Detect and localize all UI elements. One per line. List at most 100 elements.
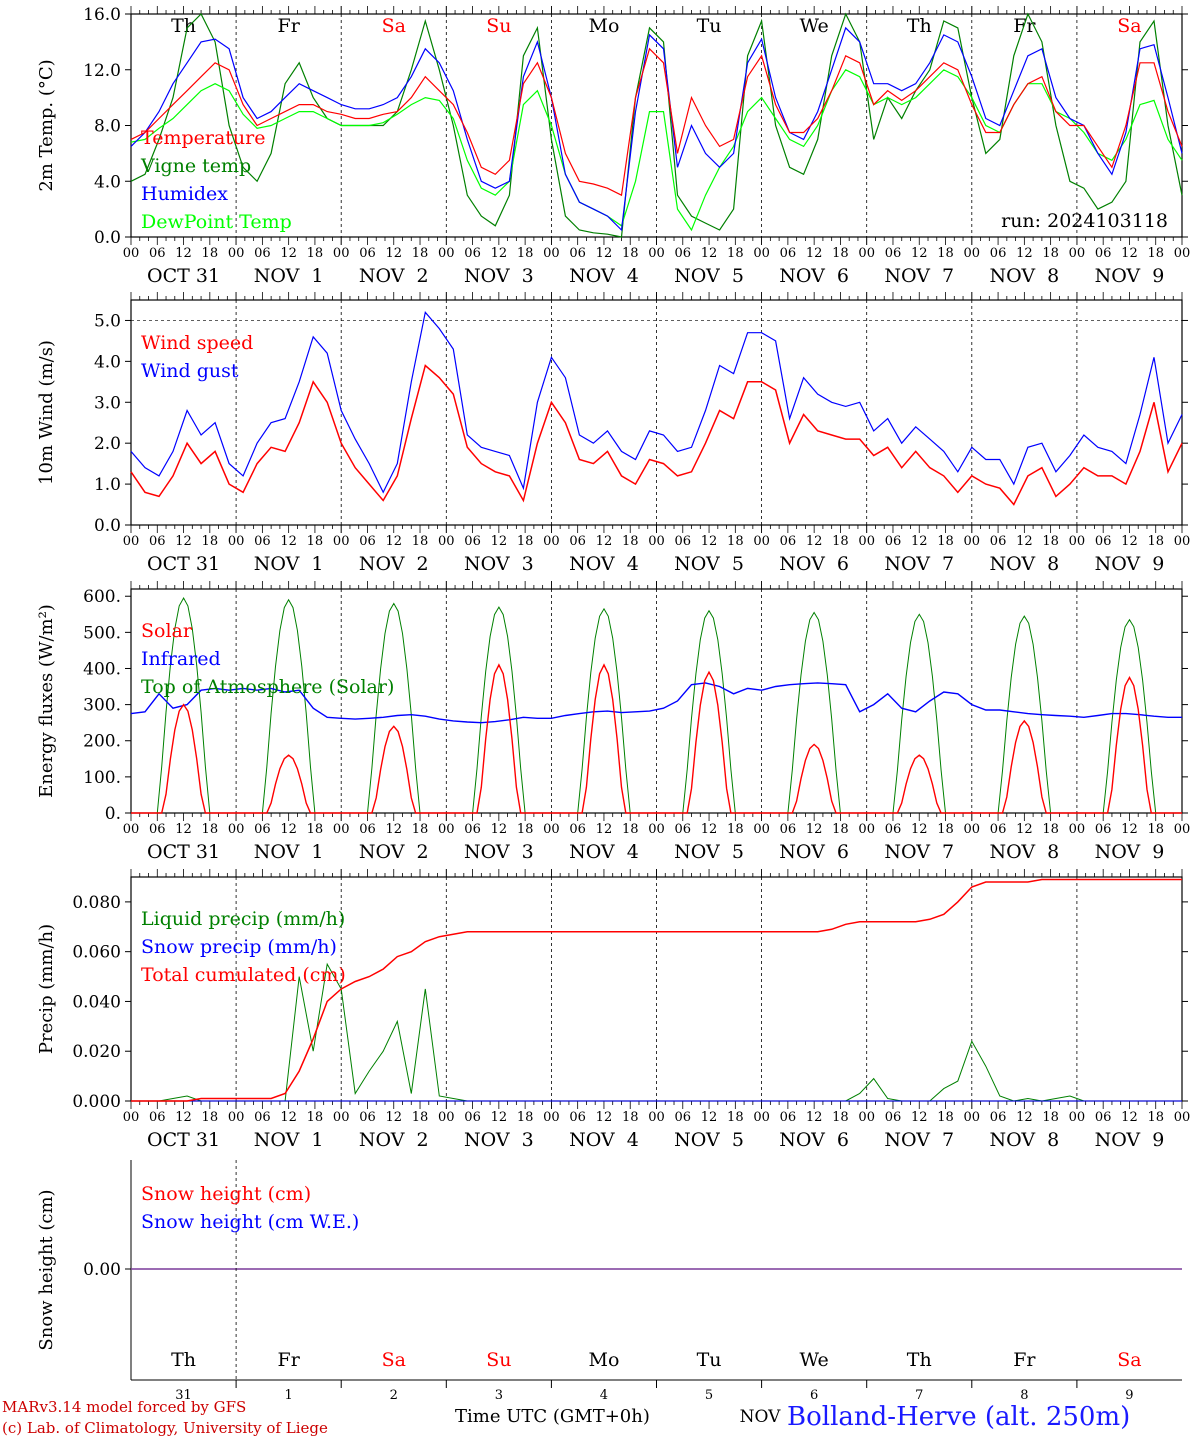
date-label: NOV 2 xyxy=(359,553,429,575)
day-number-label: 1 xyxy=(285,1388,293,1403)
hour-tick-label: 18 xyxy=(832,246,849,261)
series-wind-speed xyxy=(130,364,1183,506)
hour-tick-label: 00 xyxy=(333,1110,350,1125)
y-axis-label: Precip (mm/h) xyxy=(36,924,57,1054)
hour-tick-label: 06 xyxy=(359,822,376,837)
hour-tick-label: 00 xyxy=(1174,1110,1191,1125)
hour-tick-label: 18 xyxy=(307,1110,324,1125)
hour-tick-label: 18 xyxy=(937,246,954,261)
hour-tick-label: 18 xyxy=(307,246,324,261)
legend-entry: Wind speed xyxy=(141,332,253,354)
hour-tick-label: 00 xyxy=(964,534,981,549)
hour-tick-label: 18 xyxy=(517,822,534,837)
hour-tick-label: 00 xyxy=(858,246,875,261)
hour-tick-label: 06 xyxy=(359,246,376,261)
hour-tick-label: 12 xyxy=(596,246,613,261)
hour-tick-label: 00 xyxy=(1174,534,1191,549)
hour-tick-label: 06 xyxy=(885,534,902,549)
hour-tick-label: 06 xyxy=(675,534,692,549)
hour-tick-label: 18 xyxy=(517,246,534,261)
series-wind-gust xyxy=(130,310,1183,494)
hour-tick-label: 00 xyxy=(228,246,245,261)
date-label: NOV 9 xyxy=(1095,553,1165,575)
hour-tick-label: 06 xyxy=(885,246,902,261)
hour-tick-label: 18 xyxy=(727,1110,744,1125)
hour-tick-label: 12 xyxy=(701,1110,718,1125)
date-label: NOV 8 xyxy=(989,553,1059,575)
hour-tick-label: 00 xyxy=(438,1110,455,1125)
hour-tick-label: 18 xyxy=(412,246,429,261)
hour-tick-label: 12 xyxy=(911,534,928,549)
hour-tick-label: 06 xyxy=(569,246,586,261)
hour-tick-label: 06 xyxy=(464,822,481,837)
hour-tick-label: 06 xyxy=(1095,822,1112,837)
day-label: Th xyxy=(907,1349,932,1371)
hour-tick-label: 06 xyxy=(675,822,692,837)
hour-tick-label: 00 xyxy=(438,246,455,261)
hour-tick-label: 06 xyxy=(1095,534,1112,549)
y-axis-label: 2m Temp. (°C) xyxy=(36,59,57,191)
hour-tick-label: 12 xyxy=(175,1110,192,1125)
day-label: Su xyxy=(486,15,511,37)
hour-tick-label: 06 xyxy=(464,1110,481,1125)
hour-tick-label: 12 xyxy=(385,246,402,261)
y-tick-label: 0.060 xyxy=(72,943,121,963)
hour-tick-label: 06 xyxy=(254,246,271,261)
hour-tick-label: 12 xyxy=(701,822,718,837)
hour-tick-label: 12 xyxy=(911,1110,928,1125)
y-axis-label: Energy fluxes (W/m²) xyxy=(36,604,57,798)
hour-tick-label: 12 xyxy=(175,534,192,549)
hour-tick-label: 00 xyxy=(858,534,875,549)
day-label: Fr xyxy=(278,15,301,37)
day-label: Fr xyxy=(1013,1349,1036,1371)
date-label: NOV 1 xyxy=(254,265,324,287)
hour-tick-label: 12 xyxy=(911,822,928,837)
day-number-label: 6 xyxy=(810,1388,818,1403)
hour-tick-label: 18 xyxy=(727,534,744,549)
day-label: Su xyxy=(486,1349,511,1371)
hour-tick-label: 12 xyxy=(1121,246,1138,261)
hour-tick-label: 18 xyxy=(412,534,429,549)
y-tick-label: 0.00 xyxy=(83,1260,121,1280)
date-label: NOV 9 xyxy=(1095,265,1165,287)
day-label: Sa xyxy=(1117,1349,1141,1371)
hour-tick-label: 12 xyxy=(911,246,928,261)
hour-tick-label: 12 xyxy=(596,534,613,549)
day-number-label: 9 xyxy=(1125,1388,1133,1403)
hour-tick-label: 18 xyxy=(1042,822,1059,837)
legend-entry: Total cumulated (cm) xyxy=(141,964,346,986)
hour-tick-label: 00 xyxy=(648,1110,665,1125)
day-label: Sa xyxy=(1117,15,1141,37)
hour-tick-label: 12 xyxy=(806,534,823,549)
legend-entry: Wind gust xyxy=(141,360,239,382)
y-tick-label: 0.0 xyxy=(94,516,121,536)
hour-tick-label: 00 xyxy=(123,1110,140,1125)
hour-tick-label: 00 xyxy=(123,246,140,261)
hour-tick-label: 12 xyxy=(491,534,508,549)
hour-tick-label: 00 xyxy=(228,1110,245,1125)
hour-tick-label: 06 xyxy=(254,1110,271,1125)
legend-entry: Snow height (cm) xyxy=(141,1183,311,1205)
hour-tick-label: 00 xyxy=(123,822,140,837)
hour-tick-label: 00 xyxy=(543,246,560,261)
date-label: NOV 2 xyxy=(359,841,429,863)
hour-tick-label: 18 xyxy=(727,822,744,837)
hour-tick-label: 12 xyxy=(175,822,192,837)
date-label: NOV 4 xyxy=(569,841,639,863)
hour-tick-label: 12 xyxy=(280,246,297,261)
day-label: Th xyxy=(171,15,196,37)
hour-tick-label: 00 xyxy=(543,534,560,549)
day-label: Fr xyxy=(1013,15,1036,37)
hour-tick-label: 12 xyxy=(1121,1110,1138,1125)
hour-tick-label: 00 xyxy=(1069,246,1086,261)
hour-tick-label: 18 xyxy=(517,534,534,549)
hour-tick-label: 12 xyxy=(280,534,297,549)
hour-tick-label: 00 xyxy=(753,246,770,261)
hour-tick-label: 18 xyxy=(832,822,849,837)
hour-tick-label: 12 xyxy=(701,246,718,261)
hour-tick-label: 06 xyxy=(359,1110,376,1125)
date-label: NOV 2 xyxy=(359,1129,429,1151)
y-tick-label: 600. xyxy=(83,587,121,607)
y-tick-label: 0.000 xyxy=(72,1092,121,1112)
hour-tick-label: 00 xyxy=(1174,822,1191,837)
